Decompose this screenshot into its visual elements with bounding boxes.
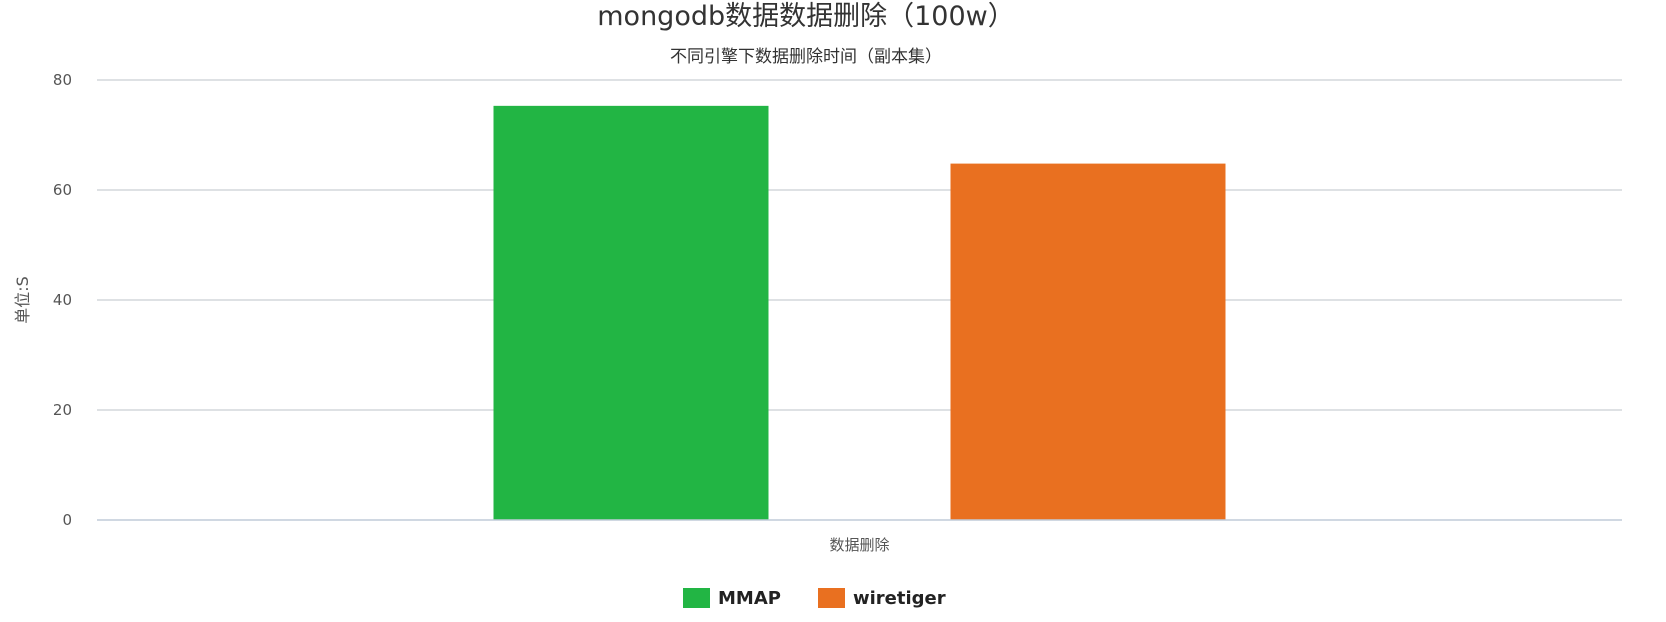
x-axis-labels: 数据删除	[829, 536, 889, 554]
chart-title: mongodb数据数据删除（100w）	[597, 1, 1015, 32]
x-category-label: 数据删除	[829, 536, 889, 554]
y-axis-title: 单位:S	[13, 276, 32, 324]
legend-item-wiretiger[interactable]: wiretiger	[818, 588, 946, 609]
y-tick-label: 0	[62, 511, 72, 529]
legend-item-mmap[interactable]: MMAP	[683, 588, 781, 609]
y-tick-label: 60	[53, 181, 72, 199]
legend-swatch	[683, 588, 710, 608]
y-tick-label: 40	[53, 291, 72, 309]
legend-label: wiretiger	[853, 588, 946, 609]
y-tick-label: 80	[53, 71, 72, 89]
bar-wiretiger[interactable]	[950, 163, 1226, 520]
bars	[493, 105, 1226, 520]
bar-mmap[interactable]	[493, 105, 769, 520]
legend-swatch	[818, 588, 845, 608]
chart-subtitle: 不同引擎下数据删除时间（副本集）	[670, 47, 942, 67]
y-tick-label: 20	[53, 401, 72, 419]
legend-label: MMAP	[718, 588, 781, 609]
legend: MMAP wiretiger	[683, 588, 946, 609]
gridlines	[97, 79, 1622, 411]
y-axis-labels: 0 20 40 60 80	[53, 71, 72, 529]
